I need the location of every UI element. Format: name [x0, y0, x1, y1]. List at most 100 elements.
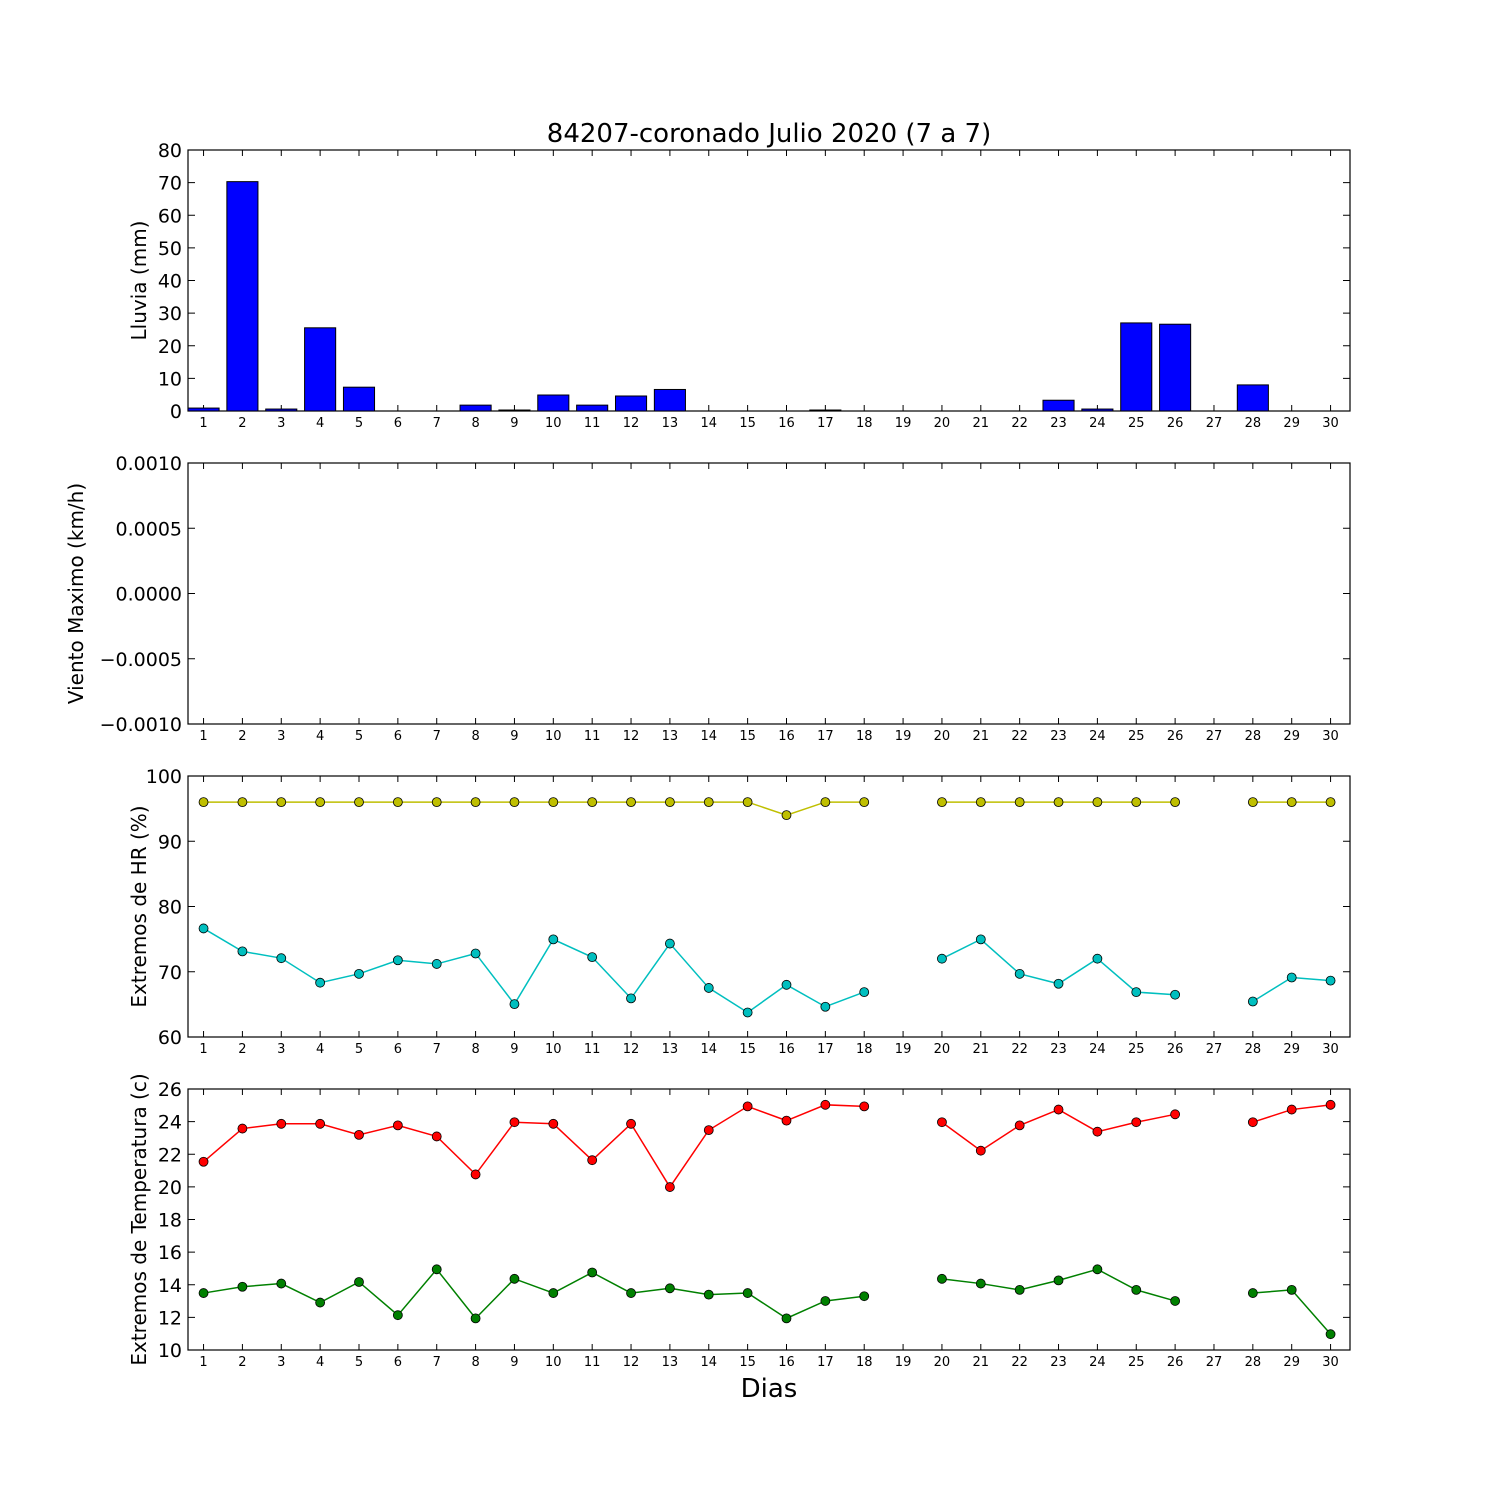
humidity-xtick-label: 6 [394, 1042, 402, 1057]
temp_max-point [781, 1115, 792, 1126]
temperature-xtick-label: 2 [238, 1355, 246, 1370]
temp_min-line [1252, 1289, 1332, 1335]
wind-xtick-label: 4 [316, 729, 324, 744]
humidity-xtick-label: 30 [1322, 1042, 1339, 1057]
temp_max-point [1014, 1120, 1025, 1131]
humidity-xtick-label: 24 [1089, 1042, 1106, 1057]
humidity-xtick-label: 11 [584, 1042, 601, 1057]
hr_max-point [470, 797, 481, 807]
temp_min-point [392, 1310, 403, 1321]
humidity-xtick-label: 8 [471, 1042, 479, 1057]
wind-xtick-label: 24 [1089, 729, 1106, 744]
rain-ytick-label: 20 [158, 336, 182, 358]
humidity-xtick-label: 4 [316, 1042, 324, 1057]
temp_max-point [1247, 1117, 1258, 1128]
temp_min-point [781, 1313, 792, 1324]
hr_min-point [975, 934, 986, 945]
wind-xtick-label: 20 [934, 729, 951, 744]
wind-xtick-label: 2 [238, 729, 246, 744]
rain-ytick-label: 10 [158, 368, 182, 390]
wind-xtick-label: 5 [355, 729, 363, 744]
hr_min-point [431, 959, 442, 969]
temp_min-point [509, 1273, 520, 1284]
temp_min-point [859, 1291, 870, 1302]
rain-xtick-label: 12 [623, 416, 640, 431]
temperature-xtick-label: 21 [973, 1355, 990, 1370]
temperature-panel: Extremos de Temperatura (c) 101214161820… [127, 1073, 1351, 1370]
humidity-xtick-label: 12 [623, 1042, 640, 1057]
rain-ytick-label: 70 [158, 173, 182, 195]
temp_max-point [820, 1099, 831, 1110]
rain-bar [809, 409, 842, 412]
humidity-xtick-label: 15 [739, 1042, 756, 1057]
hr_min-point [781, 979, 792, 990]
hr_max-point [703, 797, 714, 807]
humidity-xtick-label: 29 [1283, 1042, 1300, 1057]
temperature-ytick-label: 22 [158, 1144, 182, 1166]
temp_min-point [548, 1288, 559, 1298]
rain-xtick-label: 5 [355, 416, 363, 431]
temp_max-point [548, 1118, 559, 1129]
rain-bar [1042, 399, 1075, 412]
rain-xtick-label: 7 [433, 416, 441, 431]
hr_min-point [937, 953, 947, 964]
humidity-xtick-label: 16 [778, 1042, 795, 1057]
hr_min-point [859, 987, 870, 998]
wind-xtick-label: 18 [856, 729, 873, 744]
rain-xtick-label: 14 [700, 416, 717, 431]
temperature-xtick-label: 10 [545, 1355, 562, 1370]
wind-xtick-label: 19 [895, 729, 912, 744]
rain-xtick-label: 21 [973, 416, 990, 431]
hr_max-point [1247, 797, 1258, 807]
rain-xtick-label: 15 [739, 416, 756, 431]
hr_max-point [237, 797, 248, 807]
temperature-ytick-label: 26 [158, 1079, 182, 1101]
temperature-xtick-label: 13 [662, 1355, 679, 1370]
hr_max-point [1092, 797, 1103, 807]
temp_max-point [276, 1118, 287, 1129]
rain-bar [265, 408, 298, 412]
temperature-xtick-label: 18 [856, 1355, 873, 1370]
humidity-xtick-label: 10 [545, 1042, 562, 1057]
rain-bar [459, 404, 492, 412]
hr_max-point [392, 797, 403, 807]
rain-xtick-label: 28 [1245, 416, 1262, 431]
hr_max-point [1131, 797, 1142, 807]
humidity-ytick-label: 70 [158, 962, 182, 984]
temperature-xtick-label: 28 [1245, 1355, 1262, 1370]
temperature-xtick-label: 29 [1283, 1355, 1300, 1370]
rain-ytick-label: 50 [158, 238, 182, 260]
wind-ytick-label: −0.0010 [100, 714, 182, 736]
hr_min-point [315, 977, 326, 988]
humidity-ytick-label: 100 [146, 766, 182, 788]
hr_max-point [276, 797, 287, 807]
humidity-xtick-label: 3 [277, 1042, 285, 1057]
temperature-ytick-label: 14 [158, 1275, 182, 1297]
hr_max-point [1286, 797, 1297, 807]
rain-bar [498, 409, 531, 412]
x-axis-label: Dias [741, 1374, 798, 1404]
humidity-xtick-label: 1 [199, 1042, 207, 1057]
hr_max-point [742, 797, 753, 807]
hr_max-point [626, 797, 636, 807]
wind-ytick-label: 0.0005 [116, 518, 182, 540]
rain-xtick-label: 18 [856, 416, 873, 431]
hr_max-point [509, 797, 520, 807]
humidity-xtick-label: 7 [433, 1042, 441, 1057]
hr_max-point [1053, 797, 1064, 807]
rain-ytick-label: 30 [158, 303, 182, 325]
wind-xtick-label: 8 [471, 729, 479, 744]
rain-ytick-label: 80 [158, 140, 182, 162]
wind-xtick-label: 14 [700, 729, 717, 744]
hr_max-point [1014, 797, 1025, 807]
wind-xtick-label: 16 [778, 729, 795, 744]
wind-xtick-label: 1 [199, 729, 207, 744]
hr_max-point [548, 797, 559, 807]
temperature-xtick-label: 6 [394, 1355, 402, 1370]
temperature-ytick-label: 16 [158, 1242, 182, 1264]
wind-xtick-label: 21 [973, 729, 990, 744]
humidity-xtick-label: 19 [895, 1042, 912, 1057]
hr_min-point [354, 968, 364, 979]
